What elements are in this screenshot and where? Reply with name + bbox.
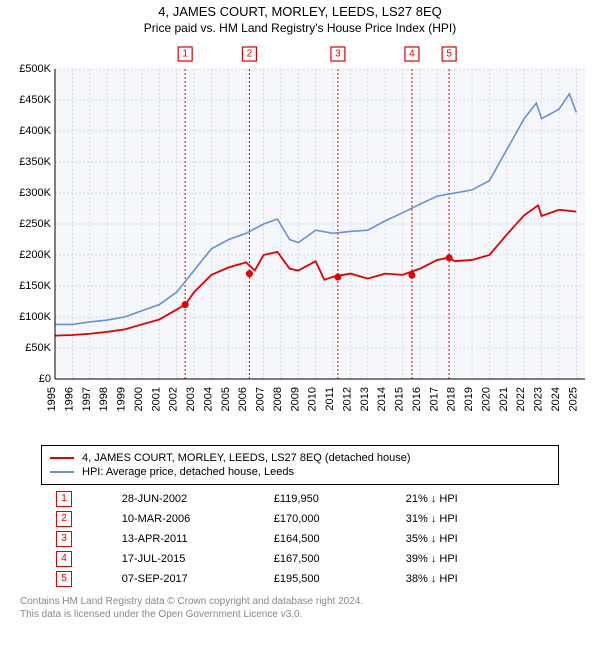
x-tick-label: 2022 (515, 387, 527, 411)
event-delta: 38% ↓ HPI (400, 569, 550, 589)
legend-row: 4, JAMES COURT, MORLEY, LEEDS, LS27 8EQ … (50, 452, 550, 464)
y-tick-label: £250K (19, 218, 51, 230)
event-badge: 3 (56, 531, 72, 547)
legend-swatch (50, 471, 74, 473)
y-tick-label: £50K (25, 342, 51, 354)
legend-swatch (50, 457, 74, 459)
event-date: 17-JUL-2015 (116, 549, 268, 569)
event-marker-number: 4 (409, 49, 415, 60)
legend-row: HPI: Average price, detached house, Leed… (50, 466, 550, 478)
event-marker-number: 3 (335, 49, 341, 60)
x-tick-label: 1999 (116, 387, 128, 411)
y-tick-label: £300K (19, 187, 51, 199)
event-date: 07-SEP-2017 (116, 569, 268, 589)
x-tick-label: 2025 (567, 387, 579, 411)
event-delta: 21% ↓ HPI (400, 489, 550, 509)
event-row: 5 07-SEP-2017£195,50038% ↓ HPI (50, 569, 550, 589)
x-tick-label: 2012 (341, 387, 353, 411)
footnote: Contains HM Land Registry data © Crown c… (20, 595, 580, 621)
event-marker-number: 1 (182, 49, 188, 60)
event-row: 2 10-MAR-2006£170,00031% ↓ HPI (50, 509, 550, 529)
y-tick-label: £150K (19, 280, 51, 292)
event-delta: 35% ↓ HPI (400, 529, 550, 549)
x-tick-label: 2011 (324, 387, 336, 411)
y-tick-label: £0 (39, 373, 51, 385)
event-delta: 39% ↓ HPI (400, 549, 550, 569)
x-tick-label: 2013 (359, 387, 371, 411)
event-price: £119,950 (268, 489, 400, 509)
event-date: 28-JUN-2002 (116, 489, 268, 509)
x-tick-label: 2015 (394, 387, 406, 411)
x-tick-label: 2020 (480, 387, 492, 411)
x-tick-label: 2018 (446, 387, 458, 411)
x-tick-label: 2004 (202, 387, 214, 411)
legend-label: HPI: Average price, detached house, Leed… (82, 466, 294, 478)
x-tick-label: 2024 (550, 387, 562, 411)
x-tick-label: 2023 (533, 387, 545, 411)
y-tick-label: £200K (19, 249, 51, 261)
event-row: 4 17-JUL-2015£167,50039% ↓ HPI (50, 549, 550, 569)
event-marker-number: 2 (247, 49, 253, 60)
y-tick-label: £400K (19, 125, 51, 137)
footnote-line-1: Contains HM Land Registry data © Crown c… (20, 595, 580, 608)
x-tick-label: 2019 (463, 387, 475, 411)
x-tick-label: 1995 (46, 387, 58, 411)
x-tick-label: 2010 (307, 387, 319, 411)
title-line-1: 4, JAMES COURT, MORLEY, LEEDS, LS27 8EQ (0, 4, 600, 19)
x-tick-label: 2003 (185, 387, 197, 411)
x-tick-label: 2021 (498, 387, 510, 411)
legend: 4, JAMES COURT, MORLEY, LEEDS, LS27 8EQ … (41, 445, 559, 485)
x-tick-label: 2016 (411, 387, 423, 411)
x-tick-label: 2007 (255, 387, 267, 411)
event-row: 1 28-JUN-2002£119,95021% ↓ HPI (50, 489, 550, 509)
event-date: 13-APR-2011 (116, 529, 268, 549)
event-price: £170,000 (268, 509, 400, 529)
x-tick-label: 2001 (150, 387, 162, 411)
y-tick-label: £100K (19, 311, 51, 323)
chart-svg: £0 £50K £100K £150K £200K £250K £300K £350K £400… (10, 39, 590, 439)
event-badge: 1 (56, 491, 72, 507)
event-delta: 31% ↓ HPI (400, 509, 550, 529)
y-tick-label: £500K (19, 63, 51, 75)
event-marker-number: 5 (446, 49, 452, 60)
x-tick-label: 2008 (272, 387, 284, 411)
event-badge: 4 (56, 551, 72, 567)
x-tick-label: 2006 (237, 387, 249, 411)
event-date: 10-MAR-2006 (116, 509, 268, 529)
x-tick-label: 1996 (63, 387, 75, 411)
legend-label: 4, JAMES COURT, MORLEY, LEEDS, LS27 8EQ … (82, 452, 411, 464)
title-line-2: Price paid vs. HM Land Registry's House … (0, 21, 600, 35)
event-badge: 5 (56, 571, 72, 587)
events-table: 1 28-JUN-2002£119,95021% ↓ HPI 2 10-MAR-200… (50, 489, 550, 589)
chart: £0 £50K £100K £150K £200K £250K £300K £350K £400… (10, 39, 590, 439)
x-tick-label: 2002 (168, 387, 180, 411)
x-tick-label: 2000 (133, 387, 145, 411)
x-tick-label: 2017 (428, 387, 440, 411)
x-tick-label: 2009 (289, 387, 301, 411)
x-tick-label: 2014 (376, 387, 388, 411)
x-tick-label: 1998 (98, 387, 110, 411)
x-tick-label: 1997 (81, 387, 93, 411)
event-price: £167,500 (268, 549, 400, 569)
event-row: 3 13-APR-2011£164,50035% ↓ HPI (50, 529, 550, 549)
y-tick-label: £450K (19, 94, 51, 106)
event-badge: 2 (56, 511, 72, 527)
x-tick-label: 2005 (220, 387, 232, 411)
event-price: £164,500 (268, 529, 400, 549)
event-price: £195,500 (268, 569, 400, 589)
footnote-line-2: This data is licensed under the Open Gov… (20, 608, 580, 621)
y-tick-label: £350K (19, 156, 51, 168)
